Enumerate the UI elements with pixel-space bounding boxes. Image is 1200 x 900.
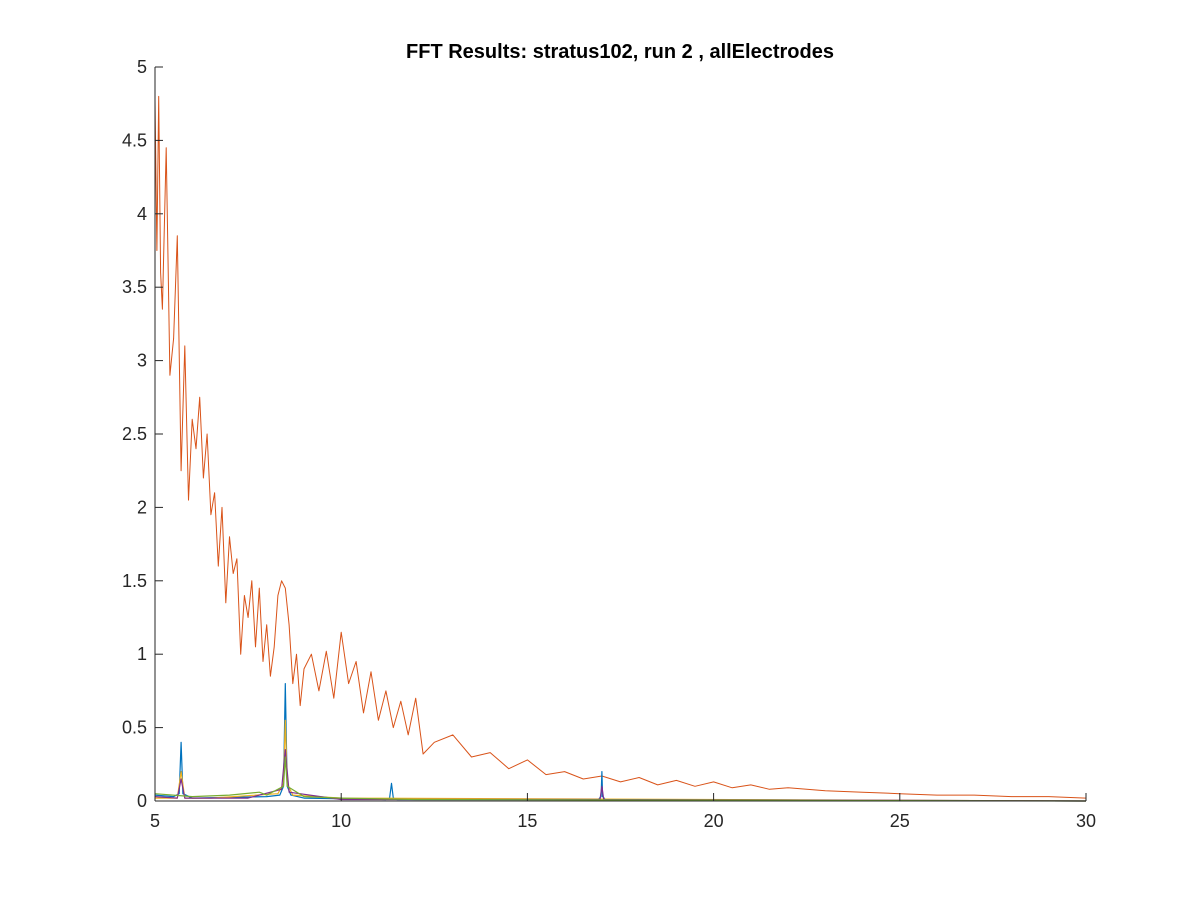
x-tick-label: 20 — [704, 811, 724, 831]
y-tick-label: 1 — [137, 644, 147, 664]
series-line-4 — [154, 748, 1087, 802]
series-line-3 — [155, 719, 1087, 802]
x-tick-label: 10 — [331, 811, 351, 831]
series-line-5 — [154, 756, 1087, 802]
x-tick-label: 30 — [1076, 811, 1096, 831]
y-tick-label: 0 — [137, 791, 147, 811]
axes-layer — [154, 67, 1086, 802]
y-tick-label: 2 — [137, 497, 147, 517]
x-tick-label: 25 — [890, 811, 910, 831]
y-tick-label: 0.5 — [122, 718, 147, 738]
x-tick-label: 5 — [150, 811, 160, 831]
x-tick-label: 15 — [517, 811, 537, 831]
ticks-layer: 5 10 15 20 25 30 0 0.5 1 1.5 2 2.5 3 3.5 4 4.5 5 — [122, 57, 1096, 831]
series-line-1 — [154, 95, 1087, 799]
series-line-2 — [154, 682, 1087, 802]
y-tick-label: 1.5 — [122, 571, 147, 591]
y-tick-label: 3.5 — [122, 277, 147, 297]
y-tick-label: 2.5 — [122, 424, 147, 444]
y-tick-label: 4.5 — [122, 130, 147, 150]
series-layer — [154, 95, 1087, 802]
y-tick-label: 4 — [137, 204, 147, 224]
y-tick-label: 3 — [137, 351, 147, 371]
y-tick-label: 5 — [137, 57, 147, 77]
chart-title: FFT Results: stratus102, run 2 , allElec… — [406, 41, 834, 63]
